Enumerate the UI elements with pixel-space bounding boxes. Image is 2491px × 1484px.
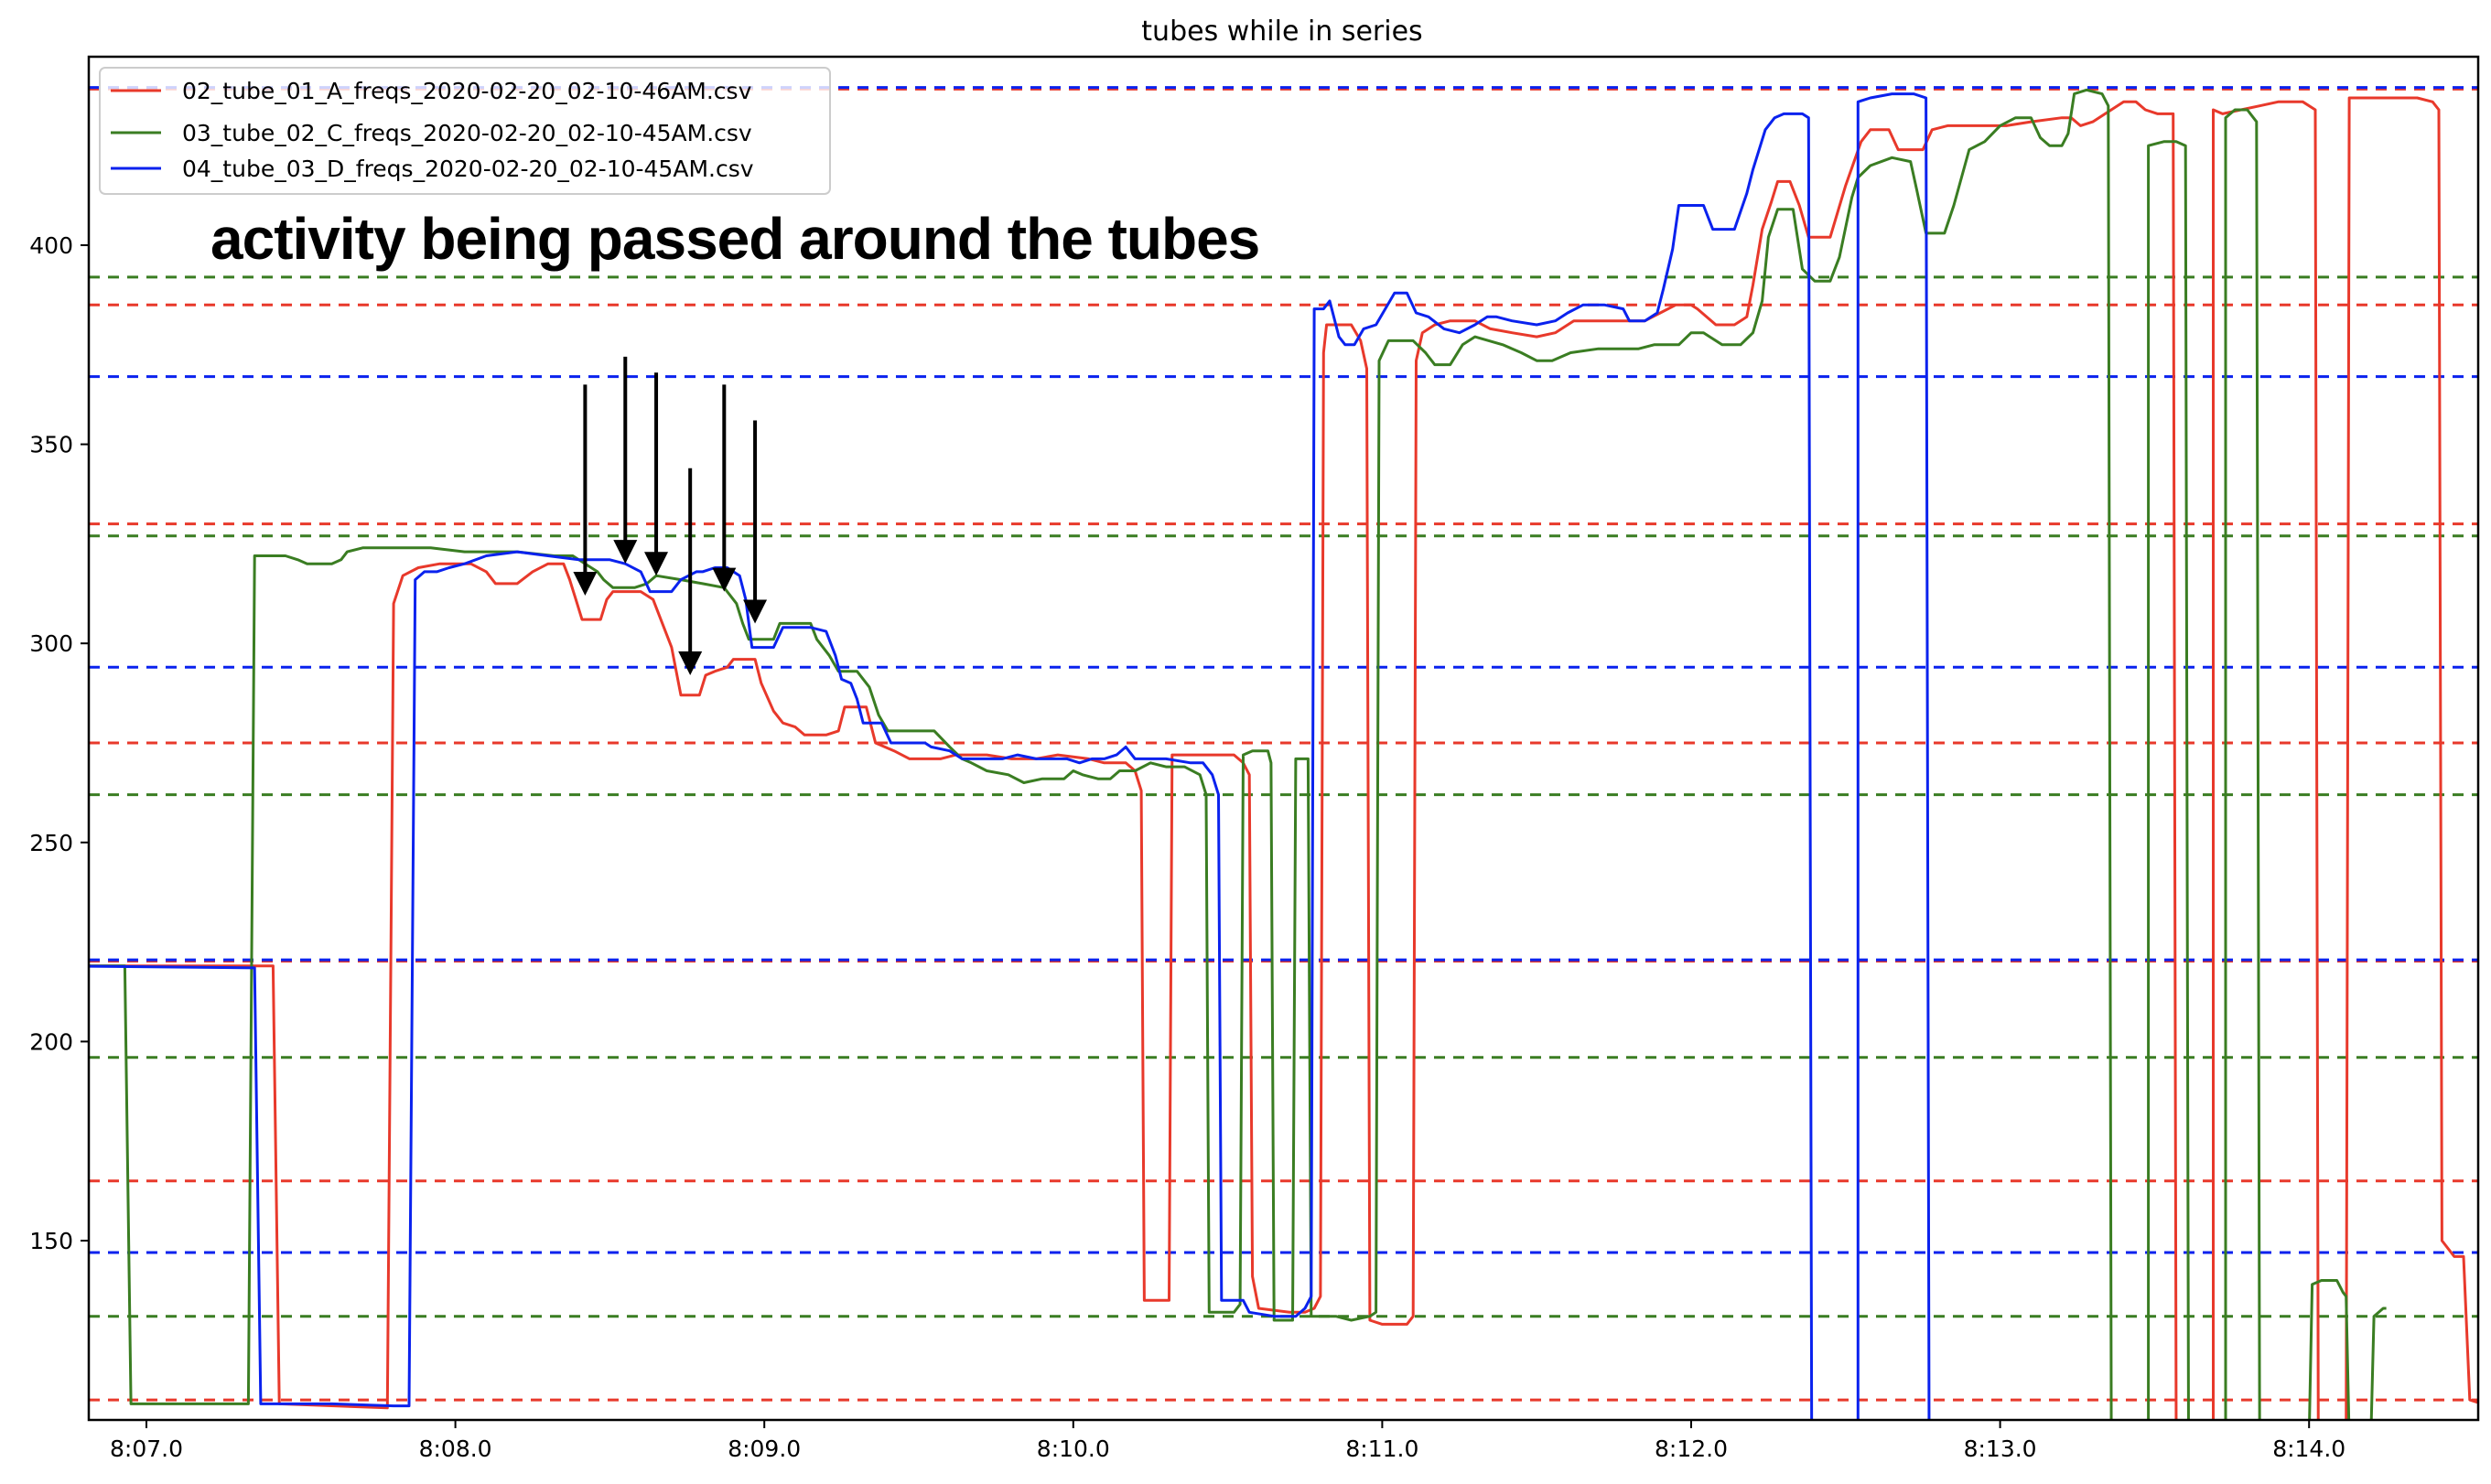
legend: 02_tube_01_A_freqs_2020-02-20_02-10-46AM…: [99, 67, 831, 195]
x-tick-label: 8:12.0: [1655, 1436, 1728, 1462]
x-tick-label: 8:07.0: [110, 1436, 183, 1462]
legend-label-c: 03_tube_02_C_freqs_2020-02-20_02-10-45AM…: [182, 120, 752, 146]
y-tick-label: 300: [29, 630, 73, 657]
y-tick-label: 400: [29, 232, 73, 259]
data-series: [89, 88, 2478, 1420]
arrow-head-icon: [712, 567, 737, 592]
y-tick-label: 250: [29, 830, 73, 856]
legend-label-d: 04_tube_03_D_freqs_2020-02-20_02-10-45AM…: [182, 156, 754, 182]
legend-label-a: 02_tube_01_A_freqs_2020-02-20_02-10-46AM…: [182, 78, 752, 104]
x-tick-label: 8:09.0: [728, 1436, 801, 1462]
y-tick-label: 200: [29, 1028, 73, 1055]
chart-title: tubes while in series: [1141, 16, 1422, 48]
x-tick-label: 8:08.0: [419, 1436, 492, 1462]
legend-box: [99, 67, 831, 195]
y-axis: 150 200 250 300 350 400: [29, 232, 89, 1254]
annotation-text: activity being passed around the tubes: [210, 206, 1259, 272]
arrow-head-icon: [644, 552, 669, 576]
series-line-d: [89, 92, 1931, 1420]
legend-item-c: 03_tube_02_C_freqs_2020-02-20_02-10-45AM…: [111, 120, 752, 146]
x-tick-label: 8:11.0: [1345, 1436, 1418, 1462]
arrow-head-icon: [678, 651, 703, 676]
y-tick-label: 150: [29, 1228, 73, 1254]
plot-frame: [87, 55, 2480, 1422]
series-line-c: [89, 88, 2387, 1420]
annotation-arrows: [573, 356, 768, 676]
x-tick-label: 8:13.0: [1964, 1436, 2037, 1462]
legend-item-d: 04_tube_03_D_freqs_2020-02-20_02-10-45AM…: [111, 156, 754, 182]
arrow-head-icon: [573, 571, 598, 596]
arrow-head-icon: [743, 599, 768, 624]
reference-lines: [89, 86, 2478, 1402]
x-tick-label: 8:14.0: [2272, 1436, 2345, 1462]
series-line-a: [89, 96, 2478, 1420]
y-tick-label: 350: [29, 432, 73, 458]
legend-item-a: 02_tube_01_A_freqs_2020-02-20_02-10-46AM…: [111, 78, 752, 104]
x-axis: 8:07.0 8:08.0 8:09.0 8:10.0 8:11.0 8:12.0 8:13…: [110, 1420, 2345, 1462]
x-tick-label: 8:10.0: [1037, 1436, 1110, 1462]
arrow-head-icon: [613, 540, 638, 565]
